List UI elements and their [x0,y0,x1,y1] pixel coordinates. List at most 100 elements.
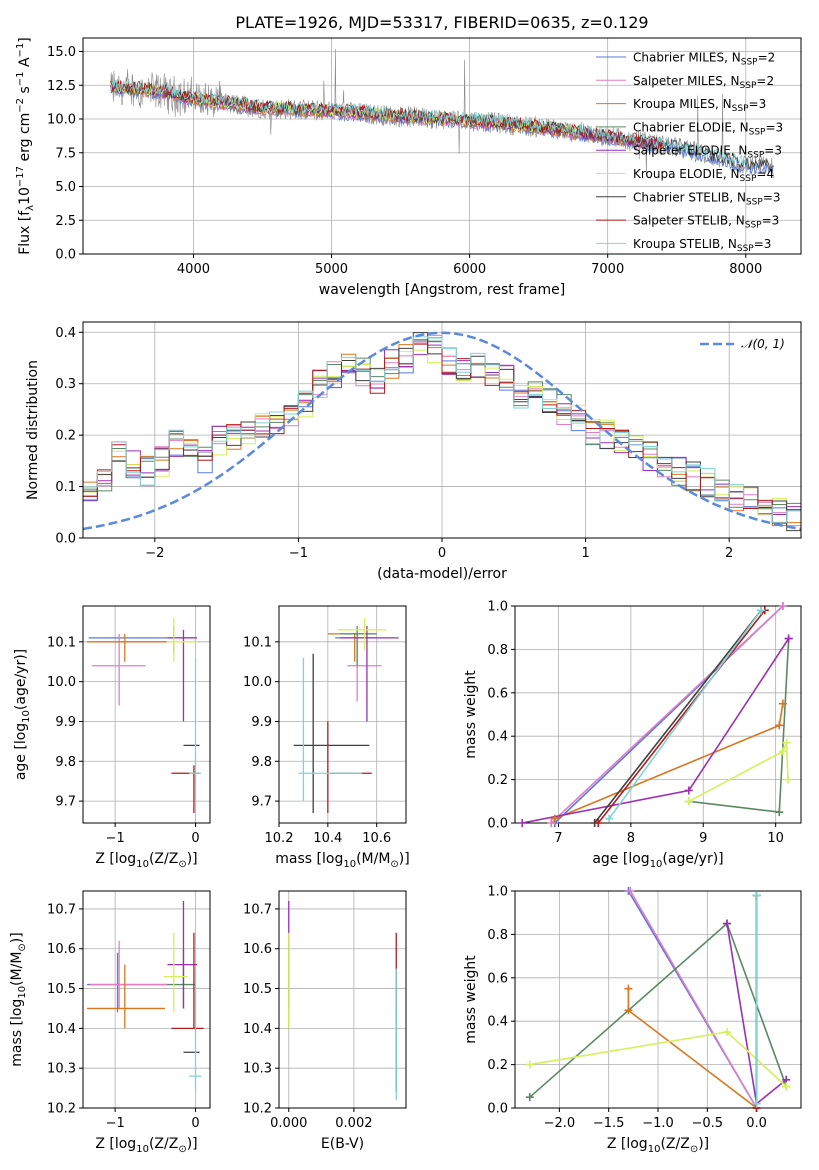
weight-vs-age-panel: 7 8 9 10 0.0 0.2 0.4 0.6 0.8 1.0 age [log10(age/yr… [463,600,802,870]
legend-label: Salpeter STELIB, NSSP=3 [633,214,779,231]
y-tick-label: 12.5 [47,79,76,94]
weight-line-6 [688,742,789,803]
y-axis-label: mass weight [463,670,479,759]
x-axis-label: (data-model)/error [377,566,507,582]
y-axis-label: mass [log10(M/M⊙)] [9,932,28,1066]
y-axis-label: age [log10(age/yr)] [13,649,32,780]
weight-marker-2 [626,887,635,895]
y-tick-label: 2.5 [55,214,76,229]
residual-histogram-8 [83,337,801,524]
x-tick-label: 5000 [315,262,348,277]
y-tick-label: 0.0 [487,817,508,832]
weight-marker-6 [778,747,787,756]
y-tick-label: 0.0 [487,1102,508,1117]
weight-line-2 [550,606,784,823]
x-tick-label: 9 [699,831,707,846]
y-tick-label: 5.0 [55,180,76,195]
y-tick-label: 0.0 [55,532,76,547]
x-tick-label: 4000 [177,262,210,277]
grid-lines [515,605,801,824]
y-tick-label: 0.8 [487,928,508,943]
x-tick-label: 8 [627,831,635,846]
age-vs-mass-panel: 10.2 10.4 10.6 9.7 9.8 9.9 10.0 10.1 mass [log10… [243,605,410,870]
y-tick-label: 10.1 [47,635,76,650]
y-tick-label: 10.3 [47,1062,76,1077]
y-tick-label: 1.0 [487,600,508,615]
y-tick-label: 10.1 [243,635,272,650]
weight-vs-Z-panel: −2.0 −1.5 −1.0 −0.5 0.0 0.0 0.2 0.4 0.6 0.8 1.0 Z [… [463,885,802,1155]
grid-lines [83,606,210,823]
weight-line-2 [629,891,758,1108]
weight-marker-8 [594,819,603,827]
grid-lines [278,606,406,823]
x-tick-label: −1 [106,831,125,846]
x-tick-label: 0.000 [270,1116,307,1131]
axes-frame [514,605,802,824]
age-vs-Z-panel: −1 0 9.7 9.8 9.9 10.0 10.1 Z [log10(Z/Z⊙)] age [… [13,605,211,870]
y-tick-label: 1.0 [487,885,508,900]
y-tick-label: 0.0 [55,248,76,263]
weight-line-3 [554,703,784,820]
x-axis-label: wavelength [Angstrom, rest frame] [319,282,565,298]
weight-marker-5 [784,634,793,643]
y-axis-label: mass weight [463,955,479,1044]
spectrum-panel: 4000 5000 6000 7000 8000 0.0 2.5 5.0 7.5 10.0 12.5… [15,37,802,298]
weight-line-4 [688,638,790,813]
y-tick-label: 10.5 [47,982,76,997]
residuals-panel: −2 −1 0 1 2 0.0 0.1 0.2 0.3 0.4 (data-model)/error… [25,321,802,582]
x-tick-label: 7 [554,831,562,846]
x-axis-label: Z [log10(Z/Z⊙)] [95,1136,197,1155]
weight-marker-6 [723,1028,732,1037]
weight-marker-2 [547,819,556,827]
y-tick-label: 0.8 [487,643,508,658]
x-tick-label: −1.0 [642,1116,674,1131]
y-tick-label: 0.6 [487,971,508,986]
legend-label: 𝒩(0, 1) [741,337,785,351]
grid-lines [83,891,210,1109]
weight-marker-9 [605,814,614,823]
y-tick-label: 10.4 [243,1022,272,1037]
y-tick-label: 10.0 [47,113,76,128]
x-axis-label: mass [log10(M/M⊙)] [275,851,409,870]
y-tick-label: 0.4 [487,1015,508,1030]
weight-marker-4 [525,1093,534,1102]
weight-marker-6 [525,1060,534,1069]
x-axis-label: Z [log10(Z/Z⊙)] [607,1136,709,1155]
plot-area [87,617,202,814]
weight-line-5 [522,638,790,823]
y-axis-label: Normed distribution [25,360,41,500]
x-tick-label: −1 [106,1116,125,1131]
grid-lines [279,891,406,1109]
weight-marker-5 [723,919,732,928]
weight-marker-6 [782,738,791,747]
y-tick-label: 10.2 [243,1102,272,1117]
x-tick-label: −0.5 [692,1116,724,1131]
weight-marker-9 [757,606,766,615]
y-tick-label: 7.5 [55,146,76,161]
x-tick-label: −2 [145,546,164,561]
y-tick-label: 0.4 [487,730,508,745]
x-tick-label: −2.0 [544,1116,576,1131]
y-tick-label: 10.0 [243,675,272,690]
y-tick-label: 10.4 [47,1022,76,1037]
plot-area [110,48,774,179]
y-tick-label: 10.6 [243,942,272,957]
axes-frame [278,890,407,1109]
x-tick-label: 7000 [591,262,624,277]
mass-vs-Z-panel: −1 0 10.2 10.3 10.4 10.5 10.6 10.7 Z [log10(Z/Z⊙… [9,890,211,1155]
y-tick-label: 10.6 [47,942,76,957]
weight-marker-3 [624,1006,633,1015]
legend-label: Chabrier STELIB, NSSP=3 [633,190,781,207]
weight-marker-6 [782,1082,791,1091]
plot-area [522,606,790,823]
y-tick-label: 10.5 [243,982,272,997]
mass-vs-EBV-panel: 0.000 0.002 10.2 10.3 10.4 10.5 10.6 10.7 E(B-V) [243,890,407,1152]
x-tick-label: 0.002 [335,1116,372,1131]
weight-marker-9 [752,1099,761,1108]
y-tick-label: 0.2 [487,773,508,788]
weight-marker-3 [624,984,633,993]
weight-marker-6 [783,775,792,784]
legend: Chabrier MILES, NSSP=2 Salpeter MILES, NS… [596,51,783,254]
y-tick-label: 9.7 [55,795,76,810]
normal-curve [83,331,801,531]
